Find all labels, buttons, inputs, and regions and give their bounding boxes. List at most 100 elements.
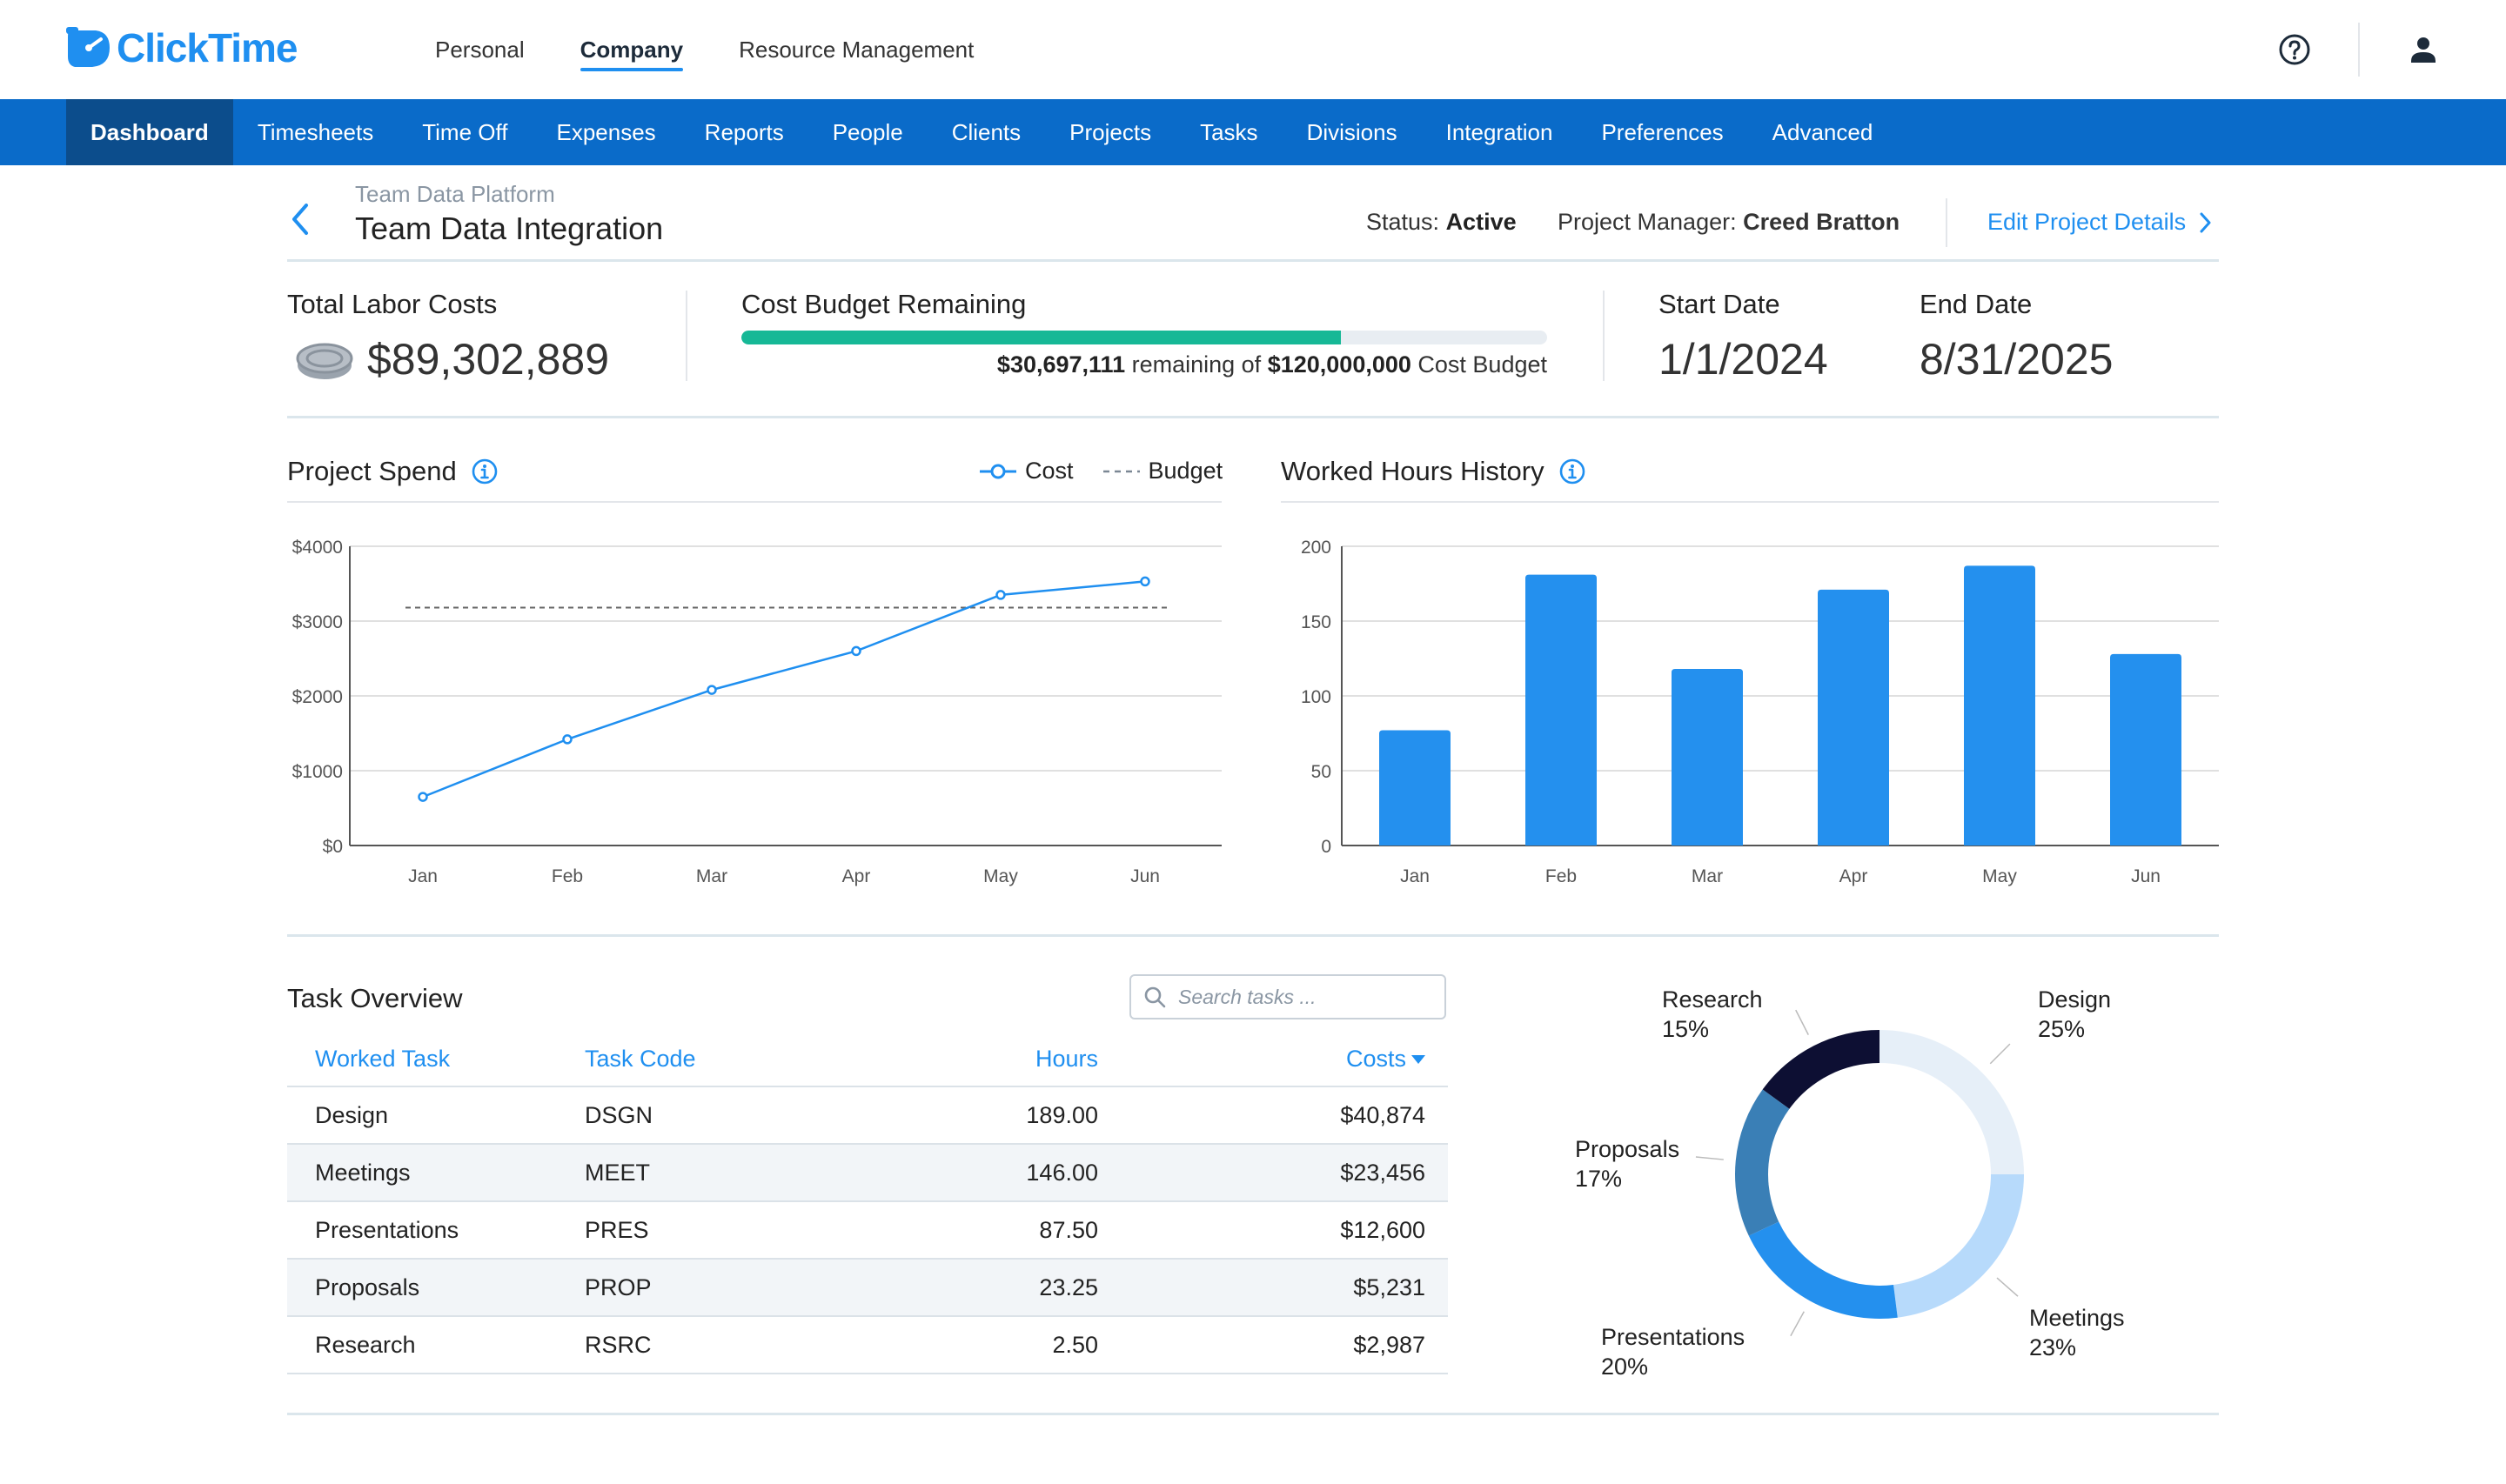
clicktime-logo[interactable]: ClickTime	[66, 24, 298, 71]
donut-slice-design[interactable]	[1880, 1030, 2024, 1174]
task-name-cell: Design	[287, 1086, 585, 1145]
table-row[interactable]: Meetings MEET 146.00 $23,456	[287, 1144, 1448, 1202]
info-icon[interactable]	[471, 458, 499, 485]
cost-data-point[interactable]	[995, 590, 1006, 600]
help-icon[interactable]	[2278, 33, 2311, 66]
top-nav-personal[interactable]: Personal	[435, 37, 525, 63]
table-row[interactable]: Research RSRC 2.50 $2,987	[287, 1316, 1448, 1374]
donut-label: Research	[1662, 986, 1763, 1013]
cost-data-point[interactable]	[562, 734, 573, 745]
task-hours-cell: 2.50	[863, 1316, 1098, 1374]
budget-legend-marker	[1102, 470, 1140, 472]
x-tick-label: Feb	[552, 866, 583, 886]
bottom-rule	[287, 1413, 2219, 1415]
x-tick-label: Jan	[408, 866, 438, 886]
main-nav-projects[interactable]: Projects	[1069, 119, 1152, 145]
top-nav-resource-management[interactable]: Resource Management	[739, 37, 975, 63]
hours-bar[interactable]	[1379, 730, 1451, 846]
user-icon[interactable]	[2407, 33, 2440, 66]
table-row[interactable]: Presentations PRES 87.50 $12,600	[287, 1201, 1448, 1260]
cost-data-point[interactable]	[418, 792, 428, 802]
main-nav-divisions[interactable]: Divisions	[1306, 119, 1397, 145]
kpi-divider-2	[1603, 291, 1605, 381]
cost-legend-label: Cost	[1025, 458, 1074, 484]
donut-percent-label: 23%	[2029, 1334, 2076, 1360]
donut-percent-label: 15%	[1662, 1016, 1709, 1042]
worked-hours-title: Worked Hours History	[1281, 456, 1586, 487]
x-tick-label: Feb	[1545, 866, 1577, 886]
task-code-cell: MEET	[585, 1144, 863, 1202]
search-tasks-input[interactable]	[1176, 984, 1441, 1010]
main-nav-integration[interactable]: Integration	[1445, 119, 1553, 145]
donut-slice-presentations[interactable]	[1748, 1221, 1898, 1319]
task-name-cell: Research	[287, 1316, 585, 1374]
breadcrumb[interactable]: Team Data Platform	[355, 181, 555, 207]
hours-bar[interactable]	[2110, 653, 2181, 846]
main-nav-preferences[interactable]: Preferences	[1601, 119, 1724, 145]
hours-title-rule	[1281, 501, 2219, 503]
info-icon[interactable]	[1558, 458, 1586, 485]
search-tasks-box[interactable]	[1129, 974, 1446, 1019]
donut-leader-line	[1996, 1277, 2019, 1297]
donut-percent-label: 17%	[1575, 1166, 1622, 1192]
edit-project-details-link[interactable]: Edit Project Details	[1987, 209, 2215, 236]
budget-remaining-text: $30,697,111 remaining of $120,000,000 Co…	[997, 351, 1547, 378]
donut-slice-proposals[interactable]	[1735, 1089, 1790, 1236]
main-nav-expenses[interactable]: Expenses	[556, 119, 656, 145]
main-nav-people[interactable]: People	[832, 119, 903, 145]
hours-bar[interactable]	[1672, 669, 1743, 846]
donut-label: Presentations	[1601, 1324, 1745, 1350]
back-chevron-icon[interactable]	[287, 200, 313, 238]
cost-data-point[interactable]	[1140, 576, 1150, 587]
col-costs[interactable]: Costs	[1098, 1032, 1448, 1087]
main-nav-tasks[interactable]: Tasks	[1200, 119, 1258, 145]
main-nav-timesheets[interactable]: Timesheets	[257, 119, 374, 145]
y-tick-label: $4000	[292, 538, 343, 558]
x-tick-label: Jun	[1130, 866, 1160, 886]
cost-data-point[interactable]	[707, 685, 717, 695]
edit-link-label: Edit Project Details	[1987, 209, 2187, 235]
budget-remaining-label: Cost Budget Remaining	[741, 289, 1027, 319]
chevron-right-icon	[2200, 212, 2211, 232]
x-tick-label: Jun	[2131, 866, 2161, 886]
hours-bar[interactable]	[1818, 589, 1889, 846]
donut-label: Design	[2038, 986, 2111, 1013]
donut-slice-meetings[interactable]	[1893, 1174, 2024, 1318]
main-nav-advanced[interactable]: Advanced	[1772, 119, 1873, 145]
main-nav-reports[interactable]: Reports	[704, 119, 784, 145]
task-share-donut-chart: Design 25% Meetings 23% Presentations 20% Prop…	[1575, 986, 2125, 1380]
y-tick-label: $1000	[292, 762, 343, 782]
worked-hours-title-text: Worked Hours History	[1281, 456, 1544, 486]
table-row[interactable]: Proposals PROP 23.25 $5,231	[287, 1259, 1448, 1317]
donut-leader-line	[1795, 1009, 1809, 1035]
budget-progress-bar	[741, 331, 1547, 344]
task-hours-cell: 87.50	[863, 1201, 1098, 1260]
table-row[interactable]: Design DSGN 189.00 $40,874	[287, 1086, 1448, 1145]
top-bar: ClickTime Personal Company Resource Mana…	[0, 0, 2506, 99]
top-nav-company[interactable]: Company	[580, 0, 684, 99]
main-nav-time-off[interactable]: Time Off	[422, 119, 508, 145]
hours-bar[interactable]	[1525, 574, 1597, 846]
header-divider	[1946, 198, 1947, 247]
donut-percent-label: 20%	[1601, 1354, 1648, 1380]
task-name-cell: Presentations	[287, 1201, 585, 1260]
col-task-code[interactable]: Task Code	[585, 1032, 863, 1087]
task-name-cell: Meetings	[287, 1144, 585, 1202]
status-value: Active	[1445, 209, 1517, 235]
col-costs-label: Costs	[1345, 1045, 1406, 1072]
main-nav-clients[interactable]: Clients	[951, 119, 1022, 145]
cost-legend-marker	[980, 464, 1016, 478]
main-nav: Dashboard Timesheets Time Off Expenses Repor…	[0, 99, 2506, 165]
task-costs-cell: $23,456	[1098, 1144, 1448, 1202]
col-worked-task[interactable]: Worked Task	[287, 1032, 585, 1087]
spend-legend: Cost Budget	[978, 458, 1223, 485]
task-hours-cell: 189.00	[863, 1086, 1098, 1145]
donut-slice-research[interactable]	[1762, 1030, 1880, 1109]
main-nav-dashboard[interactable]: Dashboard	[66, 99, 233, 165]
cost-data-point[interactable]	[851, 645, 861, 657]
col-hours[interactable]: Hours	[863, 1032, 1098, 1087]
y-tick-label: $2000	[292, 687, 343, 707]
hours-bar[interactable]	[1964, 565, 2035, 846]
task-hours-cell: 23.25	[863, 1259, 1098, 1317]
y-tick-label: 0	[1321, 837, 1331, 857]
